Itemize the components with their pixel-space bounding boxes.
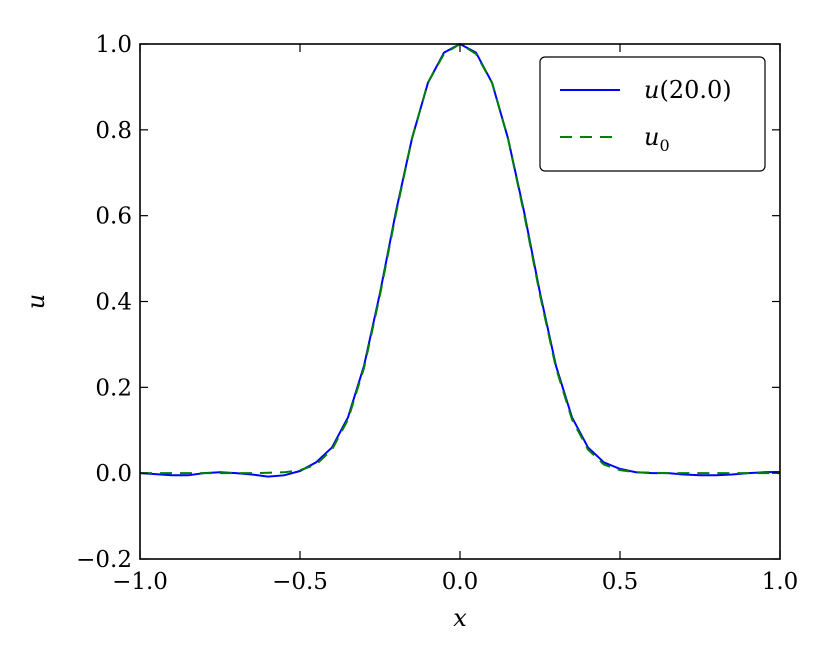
legend-box bbox=[540, 57, 765, 171]
x-tick-label: −0.5 bbox=[272, 569, 328, 595]
y-tick-label: 1.0 bbox=[95, 32, 132, 58]
y-tick-label: 0.8 bbox=[95, 118, 132, 144]
y-tick-label: 0.0 bbox=[95, 461, 132, 487]
x-tick-label: 1.0 bbox=[762, 569, 799, 595]
y-tick-label: 0.2 bbox=[95, 375, 132, 401]
legend: u(20.0)u0 bbox=[540, 57, 765, 171]
y-tick-label: 0.6 bbox=[95, 204, 132, 230]
y-tick-label: −0.2 bbox=[76, 547, 132, 573]
y-axis-label: u bbox=[22, 294, 50, 309]
y-tick-label: 0.4 bbox=[95, 290, 132, 316]
legend-label-0: u(20.0) bbox=[644, 76, 732, 104]
x-tick-label: 0.0 bbox=[442, 569, 479, 595]
x-tick-label: 0.5 bbox=[602, 569, 639, 595]
x-axis-label: x bbox=[453, 604, 467, 632]
